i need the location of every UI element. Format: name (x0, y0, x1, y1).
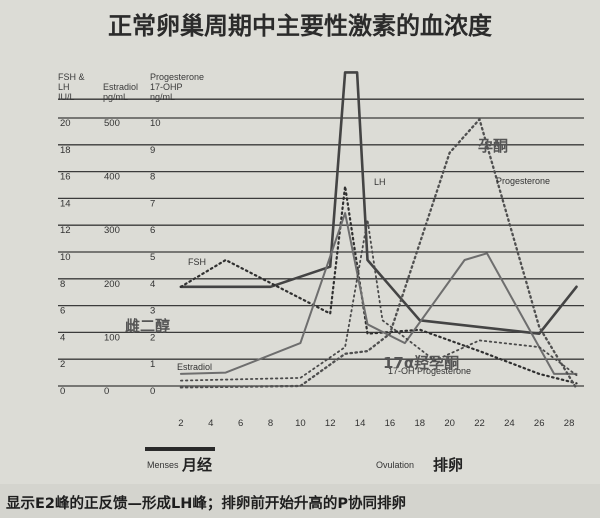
ytick-progesterone-5: 5 (150, 252, 155, 263)
series-estradiol (179, 212, 578, 375)
ytick-estradiol-100: 100 (104, 332, 120, 343)
ytick-progesterone-0: 0 (150, 386, 155, 397)
ytick-progesterone-2: 2 (150, 332, 155, 343)
series-lines (179, 71, 578, 390)
xtick-20: 20 (444, 418, 455, 429)
menses-bar (145, 447, 215, 451)
ytick-fsh-16: 16 (60, 172, 71, 183)
xtick-12: 12 (325, 418, 336, 429)
menses-zh-label: 月经 (181, 456, 212, 474)
ytick-estradiol-500: 500 (104, 118, 120, 129)
xtick-16: 16 (385, 418, 396, 429)
ytick-fsh-12: 12 (60, 225, 71, 236)
xtick-26: 26 (534, 418, 545, 429)
series-lh (179, 71, 578, 335)
series-fsh (179, 185, 578, 385)
fsh-label: FSH (188, 257, 206, 267)
ytick-fsh-8: 8 (60, 279, 65, 290)
menses-label: Menses (147, 460, 179, 470)
axis-header-progesterone-0: Progesterone (150, 72, 204, 82)
ohp-label: 17-OH Progesterone (388, 366, 471, 376)
ytick-fsh-2: 2 (60, 359, 65, 370)
ytick-estradiol-200: 200 (104, 279, 120, 290)
progesterone-zh-label: 孕酮 (478, 137, 508, 155)
axis-header-fsh_lh-0: FSH & (58, 72, 85, 82)
footer-band (0, 484, 600, 518)
ovulation-label: Ovulation (376, 460, 414, 470)
ytick-fsh-4: 4 (60, 332, 65, 343)
estradiol-zh-label: 雌二醇 (125, 317, 170, 335)
axis-header-progesterone-1: 17-OHP (150, 82, 183, 92)
axis-header-estradiol-1: pg/mL (103, 92, 128, 102)
ytick-fsh-0: 0 (60, 386, 65, 397)
ytick-progesterone-6: 6 (150, 225, 155, 236)
ytick-progesterone-3: 3 (150, 306, 155, 317)
axis-header-progesterone-2: ng/mL (150, 92, 175, 102)
y-tick-labels: 2018161412108642050040030020010001098765… (60, 118, 161, 397)
ytick-fsh-14: 14 (60, 198, 71, 209)
chart-title: 正常卵巢周期中主要性激素的血浓度 (108, 12, 493, 40)
xtick-4: 4 (208, 418, 213, 429)
ytick-progesterone-8: 8 (150, 172, 155, 183)
estradiol-label: Estradiol (177, 362, 212, 372)
axis-header-fsh_lh-2: IU/L (58, 92, 75, 102)
axis-header-estradiol-0: Estradiol (103, 82, 138, 92)
ytick-estradiol-400: 400 (104, 172, 120, 183)
footer-note: 显示E2峰的正反馈—形成LH峰；排卵前开始升高的P协同排卵 (6, 494, 406, 512)
ytick-progesterone-9: 9 (150, 145, 155, 156)
ytick-estradiol-0: 0 (104, 386, 109, 397)
axis-header-fsh_lh-1: LH (58, 82, 70, 92)
xtick-2: 2 (178, 418, 183, 429)
ytick-fsh-18: 18 (60, 145, 71, 156)
xtick-28: 28 (564, 418, 575, 429)
ytick-fsh-20: 20 (60, 118, 71, 129)
series-17-ohp (180, 218, 578, 382)
ytick-fsh-6: 6 (60, 306, 65, 317)
ytick-progesterone-4: 4 (150, 279, 155, 290)
ytick-progesterone-7: 7 (150, 198, 155, 209)
grid-lines (58, 98, 584, 387)
ytick-fsh-10: 10 (60, 252, 71, 263)
progesterone-label: Progesterone (496, 176, 550, 186)
xtick-22: 22 (474, 418, 485, 429)
xtick-24: 24 (504, 418, 515, 429)
ytick-progesterone-10: 10 (150, 118, 161, 129)
xtick-10: 10 (295, 418, 306, 429)
xtick-14: 14 (355, 418, 366, 429)
ytick-estradiol-300: 300 (104, 225, 120, 236)
series-progesterone (179, 118, 578, 390)
ohp-zh-label: 17α羟孕酮 (383, 354, 459, 372)
ovulation-zh-label: 排卵 (433, 456, 463, 474)
ytick-progesterone-1: 1 (150, 359, 155, 370)
xtick-8: 8 (268, 418, 273, 429)
lh-label: LH (374, 177, 386, 187)
xtick-6: 6 (238, 418, 243, 429)
x-tick-labels: 2 4 6 8 10 12 14 16 18 20 22 24 26 28 (178, 418, 574, 429)
xtick-18: 18 (414, 418, 425, 429)
